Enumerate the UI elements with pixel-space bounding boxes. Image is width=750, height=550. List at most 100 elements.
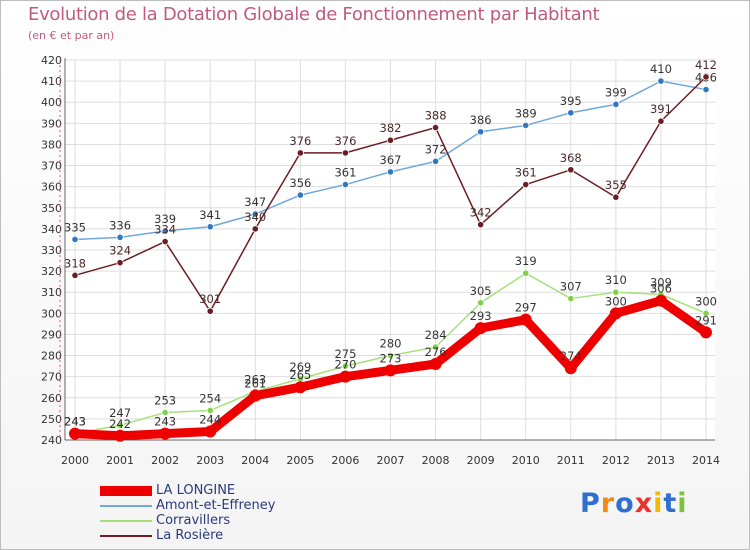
data-point — [700, 326, 712, 339]
y-tick-label: 360 — [41, 181, 62, 194]
data-label: 254 — [199, 391, 221, 405]
data-label: 270 — [334, 358, 356, 372]
data-point — [386, 351, 395, 360]
data-label: 341 — [199, 208, 221, 222]
data-label: 291 — [695, 313, 717, 327]
data-point — [567, 294, 575, 303]
data-label: 391 — [650, 102, 672, 116]
data-label: 395 — [560, 94, 582, 108]
data-label: 243 — [64, 415, 86, 429]
data-point — [522, 269, 530, 277]
data-point — [206, 307, 214, 315]
x-tick-label: 2014 — [692, 454, 720, 467]
data-point — [114, 429, 127, 442]
data-point — [116, 259, 124, 267]
x-tick-label: 2007 — [377, 454, 405, 467]
legend-label-corravillers: Corravillers — [156, 513, 231, 528]
data-label: 297 — [515, 301, 537, 315]
data-point — [609, 307, 622, 320]
data-point — [431, 123, 440, 132]
data-label: 336 — [109, 218, 131, 232]
data-point — [206, 223, 214, 231]
logo-letter: i — [653, 488, 664, 519]
data-label: 388 — [425, 109, 447, 123]
y-tick-label: 400 — [41, 96, 62, 109]
legend-label-la-rosiere: La Rosière — [156, 528, 224, 543]
data-point — [386, 168, 395, 176]
data-label: 319 — [515, 254, 537, 268]
logo-letter: P — [580, 488, 601, 519]
data-label: 372 — [425, 142, 447, 156]
data-point — [249, 389, 262, 402]
y-tick-label: 340 — [41, 223, 62, 236]
data-point — [657, 117, 665, 125]
data-point — [522, 180, 530, 189]
x-tick-label: 2013 — [647, 454, 675, 467]
data-point — [522, 121, 530, 130]
y-tick-label: 300 — [41, 307, 62, 320]
y-tick-label: 260 — [41, 392, 62, 405]
data-point — [116, 421, 124, 429]
data-point — [431, 343, 440, 351]
x-tick-label: 2011 — [557, 454, 585, 467]
data-label: 340 — [244, 210, 266, 224]
data-label: 244 — [199, 413, 221, 427]
legend-swatch-la-longine — [100, 486, 152, 496]
legend-swatch-amont-et-effreney — [100, 505, 152, 507]
data-label: 355 — [605, 178, 627, 192]
y-tick-label: 280 — [41, 350, 62, 363]
data-label: 243 — [154, 415, 176, 429]
data-point — [296, 191, 304, 199]
data-label: 382 — [380, 121, 402, 135]
data-point — [477, 299, 485, 307]
data-label: 386 — [470, 113, 492, 127]
data-point — [567, 109, 575, 117]
data-point — [477, 128, 485, 136]
data-label: 276 — [425, 345, 447, 359]
data-point — [429, 358, 442, 370]
data-label: 306 — [650, 282, 672, 296]
data-label: 318 — [64, 256, 86, 270]
data-label: 334 — [154, 223, 176, 237]
data-label: 265 — [289, 368, 311, 382]
data-point — [159, 427, 172, 440]
data-point — [341, 149, 350, 157]
data-label: 309 — [650, 275, 672, 289]
proxiti-logo[interactable]: Proxiti — [580, 488, 688, 519]
data-label: 253 — [154, 394, 176, 408]
data-point — [71, 235, 79, 244]
legend-label-amont-et-effreney: Amont-et-Effreney — [156, 498, 276, 513]
logo-letter: i — [677, 488, 688, 519]
y-tick-label: 240 — [41, 434, 62, 447]
data-label: 368 — [560, 151, 582, 165]
data-point — [296, 149, 304, 157]
data-label: 361 — [515, 166, 537, 180]
data-label: 275 — [334, 347, 356, 361]
data-point — [341, 362, 350, 370]
y-tick-label: 330 — [41, 244, 62, 257]
data-point — [251, 225, 259, 233]
data-point — [116, 233, 124, 241]
data-label: 293 — [470, 309, 492, 323]
y-tick-label: 250 — [41, 413, 62, 426]
data-label: 412 — [695, 58, 717, 72]
data-label: 300 — [695, 294, 717, 308]
data-point — [161, 227, 169, 235]
chart-subtitle: (en € et par an) — [28, 29, 115, 42]
data-point — [477, 221, 485, 229]
data-point — [612, 288, 620, 296]
data-label: 284 — [425, 328, 447, 342]
logo-letter: o — [615, 488, 635, 519]
data-point — [206, 406, 214, 415]
data-label: 263 — [244, 372, 266, 386]
y-tick-label: 410 — [41, 75, 62, 88]
data-label: 242 — [109, 417, 131, 431]
data-point — [564, 362, 577, 375]
data-label: 410 — [650, 62, 672, 76]
data-point — [204, 425, 217, 438]
data-label: 305 — [470, 284, 492, 298]
data-point — [69, 427, 81, 440]
data-label: 376 — [334, 134, 356, 148]
logo-letter: t — [663, 488, 678, 519]
